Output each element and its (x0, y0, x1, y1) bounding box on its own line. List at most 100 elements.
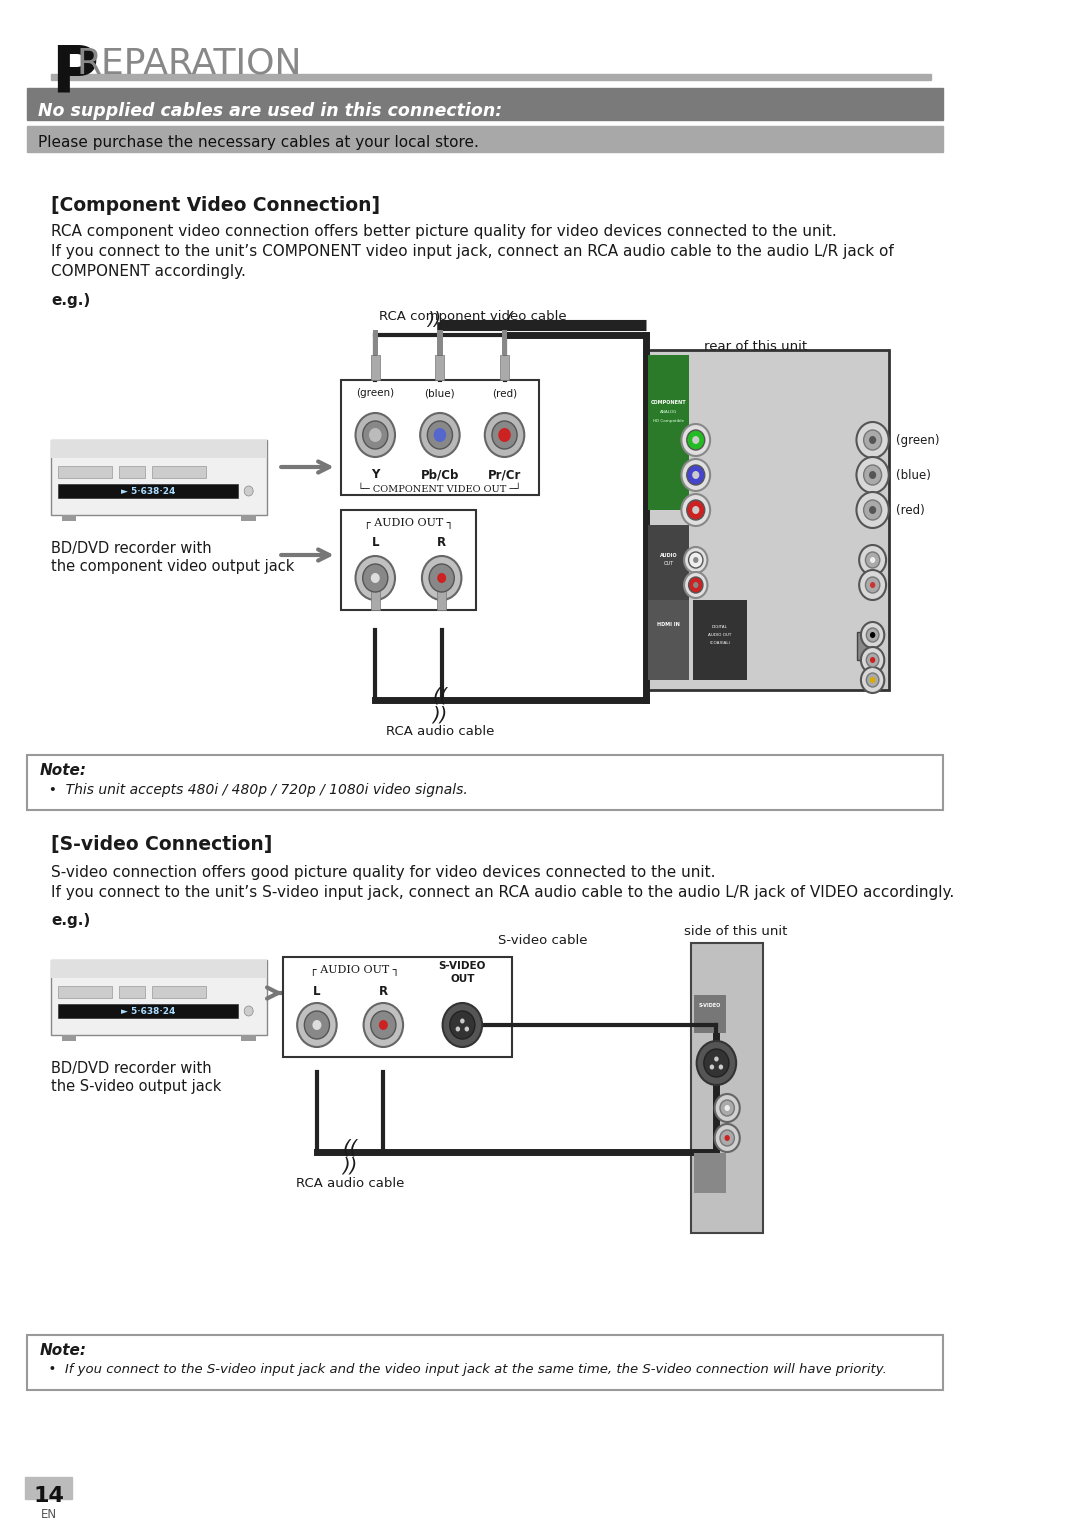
Circle shape (856, 491, 889, 528)
Bar (58, 484, 238, 497)
Text: (red): (red) (896, 504, 924, 516)
Circle shape (725, 1105, 730, 1111)
Circle shape (860, 545, 886, 575)
Circle shape (866, 629, 879, 642)
Text: └─ COMPONENT VIDEO OUT ─┘: └─ COMPONENT VIDEO OUT ─┘ (359, 485, 522, 494)
Circle shape (498, 427, 511, 443)
Bar (858, 632, 875, 661)
Bar (51, 960, 267, 1035)
Bar (437, 330, 443, 356)
Text: Pr/Cr: Pr/Cr (488, 468, 522, 481)
Text: ┌ AUDIO OUT ┐: ┌ AUDIO OUT ┐ (364, 517, 454, 530)
Text: ┌ AUDIO OUT ┐: ┌ AUDIO OUT ┐ (310, 964, 400, 977)
Text: Please purchase the necessary cables at your local store.: Please purchase the necessary cables at … (38, 134, 478, 150)
Circle shape (687, 501, 705, 520)
Bar (58, 465, 112, 478)
Circle shape (869, 557, 875, 563)
Text: If you connect to the unit’s COMPONENT video input jack, connect an RCA audio ca: If you connect to the unit’s COMPONENT v… (51, 244, 894, 259)
Bar (370, 591, 380, 610)
Bar (25, 1477, 72, 1499)
Circle shape (684, 546, 707, 572)
Text: •  If you connect to the S-video input jack and the video input jack at the same: • If you connect to the S-video input ja… (40, 1363, 887, 1376)
Text: 14: 14 (33, 1486, 64, 1506)
Circle shape (725, 1135, 730, 1141)
Circle shape (689, 552, 703, 568)
Text: Note:: Note: (40, 1343, 86, 1358)
Circle shape (710, 1065, 714, 1070)
Text: R: R (437, 536, 446, 549)
Circle shape (428, 421, 453, 449)
Circle shape (869, 472, 876, 479)
Bar (648, 356, 689, 510)
Circle shape (866, 673, 879, 687)
Circle shape (456, 1027, 460, 1032)
Text: BD/DVD recorder with: BD/DVD recorder with (51, 1061, 212, 1076)
Text: S-video connection offers good picture quality for video devices connected to th: S-video connection offers good picture q… (51, 865, 716, 881)
Circle shape (718, 1065, 724, 1070)
Circle shape (856, 423, 889, 458)
Text: S-video cable: S-video cable (498, 934, 588, 948)
Bar (437, 591, 446, 610)
Circle shape (433, 427, 446, 443)
Text: REPARATION: REPARATION (77, 46, 301, 79)
Text: (COAXIAL): (COAXIAL) (710, 641, 731, 645)
Circle shape (693, 557, 699, 563)
Bar (693, 600, 747, 681)
Bar (151, 465, 205, 478)
Circle shape (429, 565, 455, 592)
Text: Note:: Note: (40, 763, 86, 778)
Text: [Component Video Connection]: [Component Video Connection] (51, 195, 380, 215)
Circle shape (861, 647, 885, 673)
Circle shape (297, 1003, 337, 1047)
Text: e.g.): e.g.) (51, 913, 91, 928)
Bar (435, 356, 444, 380)
Circle shape (420, 414, 460, 456)
Circle shape (464, 1027, 469, 1032)
Bar (283, 957, 512, 1058)
Text: COMPONENT accordingly.: COMPONENT accordingly. (51, 264, 246, 279)
Circle shape (714, 1056, 718, 1062)
Circle shape (492, 421, 517, 449)
Circle shape (865, 552, 880, 568)
Text: Y: Y (372, 468, 379, 481)
Bar (51, 73, 931, 79)
Text: BD/DVD recorder with: BD/DVD recorder with (51, 542, 212, 555)
Circle shape (364, 1003, 403, 1047)
Text: )): )) (428, 311, 442, 330)
Circle shape (720, 1100, 734, 1116)
Text: EN: EN (40, 1508, 56, 1521)
Circle shape (869, 507, 876, 514)
Bar (27, 89, 943, 121)
Circle shape (443, 1003, 482, 1047)
Circle shape (363, 421, 388, 449)
Text: the component video output jack: the component video output jack (51, 559, 295, 574)
Circle shape (865, 577, 880, 594)
Circle shape (370, 1012, 396, 1039)
Bar (119, 986, 146, 998)
Circle shape (856, 456, 889, 493)
Text: (blue): (blue) (896, 468, 931, 482)
Circle shape (697, 1041, 737, 1085)
Circle shape (305, 1012, 329, 1039)
Bar (373, 330, 378, 356)
Circle shape (355, 414, 395, 456)
Bar (648, 600, 689, 681)
Circle shape (864, 465, 881, 485)
Bar (58, 986, 112, 998)
Circle shape (244, 485, 253, 496)
Text: (red): (red) (492, 388, 517, 398)
Text: (: ( (505, 311, 513, 330)
Text: rear of this unit: rear of this unit (704, 340, 808, 353)
Bar (341, 380, 539, 494)
Text: )): )) (342, 1157, 357, 1177)
Circle shape (449, 1012, 475, 1039)
Circle shape (422, 555, 461, 600)
Bar (242, 1035, 256, 1041)
Circle shape (681, 494, 711, 526)
Bar (647, 349, 889, 690)
Text: [S-video Connection]: [S-video Connection] (51, 835, 272, 855)
Circle shape (693, 581, 699, 588)
Text: (green): (green) (356, 388, 394, 398)
Circle shape (861, 623, 885, 649)
Circle shape (869, 658, 875, 662)
